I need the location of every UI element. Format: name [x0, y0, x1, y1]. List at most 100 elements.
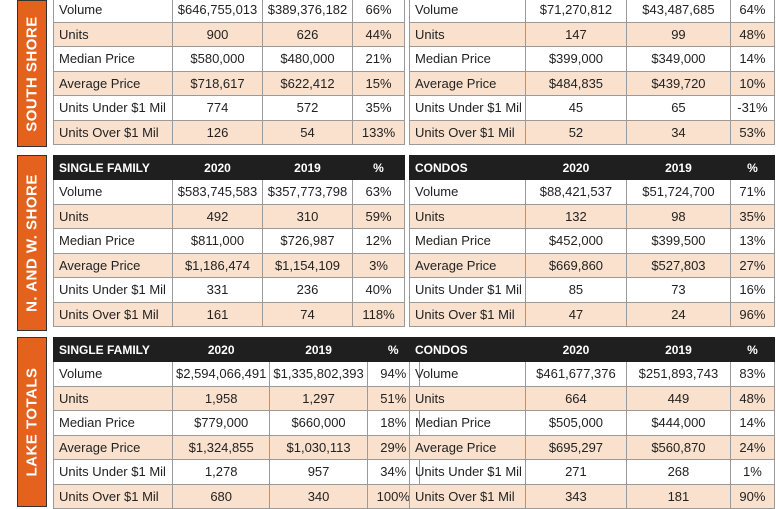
table-row: Volume $646,755,013 $389,376,182 66% [53, 0, 405, 23]
cell-value: 48% [729, 21, 775, 47]
table-row: Units Over $1 Mil 52 34 53% [409, 119, 775, 145]
table-row: Median Price $399,000 $349,000 14% [409, 46, 775, 72]
cell-value: 14% [729, 410, 775, 436]
cell-value: 1,958 [171, 385, 271, 411]
row-label: Units Under $1 Mil [409, 459, 526, 485]
row-label: Volume [409, 361, 526, 387]
cell-value: $71,270,812 [524, 0, 627, 23]
cell-value: 21% [352, 46, 405, 72]
section-side-label: N. AND W. SHORE [17, 155, 47, 331]
row-label: Volume [409, 0, 526, 23]
cell-value: $718,617 [172, 70, 263, 96]
table-header-row: SINGLE FAMILY 2020 2019% [53, 337, 420, 362]
table-category-header: CONDOS [409, 155, 526, 180]
table-row: Median Price $811,000 $726,987 12% [53, 228, 405, 254]
cell-value: 12% [352, 228, 405, 254]
cell-value: 1% [729, 459, 775, 485]
row-label: Units Over $1 Mil [409, 301, 526, 327]
cell-value: 15% [352, 70, 405, 96]
cell-value: 626 [262, 21, 353, 47]
table-row: Volume $71,270,812 $43,487,685 64% [409, 0, 775, 23]
row-label: Volume [53, 361, 173, 387]
cell-value: $349,000 [625, 46, 731, 72]
cell-value: 63% [352, 179, 405, 205]
single-family-table: SINGLE FAMILY 2020 2019% Volume $2,594,066,4… [53, 337, 420, 509]
column-header: % [729, 337, 775, 362]
cell-value: $399,500 [625, 228, 731, 254]
cell-value: 96% [729, 301, 775, 327]
cell-value: 24 [625, 301, 731, 327]
row-label: Units Over $1 Mil [409, 119, 526, 145]
table-row: Units 492 310 59% [53, 203, 405, 229]
cell-value: $2,594,066,491 [171, 361, 271, 387]
row-label: Units [53, 21, 173, 47]
cell-value: 47 [524, 301, 627, 327]
cell-value: 118% [352, 301, 405, 327]
column-header: % [352, 155, 405, 180]
cell-value: 64% [729, 0, 775, 23]
cell-value: $484,835 [524, 70, 627, 96]
cell-value: 147 [524, 21, 627, 47]
row-label: Average Price [53, 252, 173, 278]
row-label: Units Over $1 Mil [53, 483, 173, 509]
section-title: SOUTH SHORE [23, 15, 41, 132]
cell-value: 161 [172, 301, 263, 327]
table-category-header: SINGLE FAMILY [53, 337, 173, 362]
table-row: Median Price $505,000 $444,000 14% [409, 410, 775, 436]
cell-value: 73 [625, 277, 731, 303]
cell-value: 83% [729, 361, 775, 387]
row-label: Units Under $1 Mil [409, 95, 526, 121]
cell-value: 310 [262, 203, 353, 229]
cell-value: $695,297 [524, 434, 627, 460]
section-title: N. AND W. SHORE [23, 174, 41, 312]
cell-value: $580,000 [172, 46, 263, 72]
cell-value: 40% [352, 277, 405, 303]
cell-value: $1,030,113 [269, 434, 368, 460]
table-row: Units Over $1 Mil 47 24 96% [409, 301, 775, 327]
cell-value: 52 [524, 119, 627, 145]
cell-value: $1,324,855 [171, 434, 271, 460]
row-label: Units [53, 203, 173, 229]
row-label: Average Price [409, 434, 526, 460]
cell-value: 343 [524, 483, 627, 509]
table-row: Median Price $580,000 $480,000 21% [53, 46, 405, 72]
cell-value: $560,870 [625, 434, 731, 460]
column-header: 2020 [524, 337, 627, 362]
table-row: Units Over $1 Mil 161 74 118% [53, 301, 405, 327]
row-label: Median Price [53, 410, 173, 436]
cell-value: 44% [352, 21, 405, 47]
row-label: Units [409, 21, 526, 47]
cell-value: -31% [729, 95, 775, 121]
cell-value: 492 [172, 203, 263, 229]
table-row: Average Price $484,835 $439,720 10% [409, 70, 775, 96]
cell-value: $811,000 [172, 228, 263, 254]
table-header-row: SINGLE FAMILY 2020 2019% [53, 155, 405, 180]
table-header-row: CONDOS 2020 2019% [409, 155, 775, 180]
cell-value: $51,724,700 [625, 179, 731, 205]
cell-value: 236 [262, 277, 353, 303]
table-row: Units 900 626 44% [53, 21, 405, 47]
cell-value: 181 [625, 483, 731, 509]
table-row: Units 132 98 35% [409, 203, 775, 229]
table-row: Median Price $779,000 $660,000 18% [53, 410, 420, 436]
column-header: 2019 [262, 155, 353, 180]
cell-value: 1,278 [171, 459, 271, 485]
condos-table: CONDOS 2020 2019% Volume $88,421,537 $51,724,… [409, 155, 775, 327]
table-row: Median Price $452,000 $399,500 13% [409, 228, 775, 254]
cell-value: 340 [269, 483, 368, 509]
cell-value: $1,154,109 [262, 252, 353, 278]
cell-value: 59% [352, 203, 405, 229]
table-row: Units Over $1 Mil 126 54 133% [53, 119, 405, 145]
cell-value: 331 [172, 277, 263, 303]
table-row: Average Price $669,860 $527,803 27% [409, 252, 775, 278]
cell-value: $646,755,013 [172, 0, 263, 23]
table-row: Average Price $695,297 $560,870 24% [409, 434, 775, 460]
cell-value: 74 [262, 301, 353, 327]
row-label: Units Under $1 Mil [53, 459, 173, 485]
cell-value: $439,720 [625, 70, 731, 96]
cell-value: $505,000 [524, 410, 627, 436]
cell-value: 85 [524, 277, 627, 303]
table-row: Volume $2,594,066,491 $1,335,802,393 94% [53, 361, 420, 387]
cell-value: $622,412 [262, 70, 353, 96]
table-row: Units Under $1 Mil 331 236 40% [53, 277, 405, 303]
